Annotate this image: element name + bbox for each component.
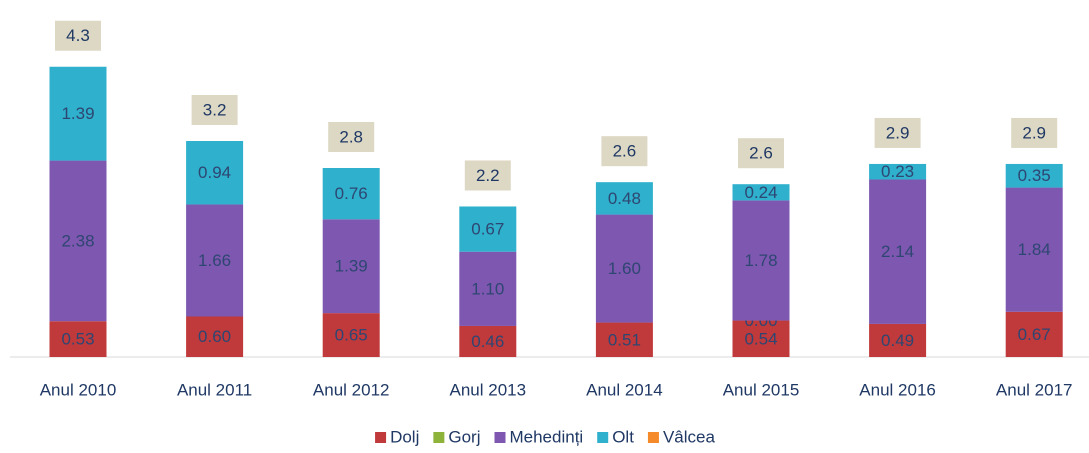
x-tick-label: Anul 2013 [450,380,527,399]
data-label: 0.53 [61,330,94,349]
legend-label: Mehedinți [509,427,583,446]
bar-segment [595,322,653,357]
bar-segment [869,179,927,324]
data-label: 1.78 [744,251,777,270]
x-tick-label: Anul 2012 [313,380,390,399]
total-box [464,160,511,191]
data-label: 0.35 [1018,166,1051,185]
bar-segment [595,182,653,215]
data-label: 1.66 [198,251,231,270]
data-label: 0.23 [881,162,914,181]
x-tick-label: Anul 2017 [996,380,1073,399]
bar-segment [322,168,380,220]
total-label: 2.6 [613,142,637,161]
legend-label: Olt [612,427,634,446]
data-label: 0.67 [471,220,504,239]
bar-segment [49,160,107,322]
bar-segment [49,66,107,161]
total-label: 2.2 [476,166,500,185]
x-tick-label: Anul 2016 [859,380,936,399]
bar-segment [322,313,380,357]
data-label: 2.38 [61,231,94,250]
x-tick-label: Anul 2015 [723,380,800,399]
bar-segment [1005,311,1063,357]
legend-swatch [375,432,387,443]
bar-segment [186,316,244,357]
bar-segment [186,141,244,205]
legend-label: Dolj [390,427,419,446]
data-label: 2.14 [881,242,914,261]
bar-segment [1005,187,1063,312]
total-box [191,95,238,125]
data-label: 0.24 [744,183,777,202]
bar-segment [49,321,107,357]
data-label: 0.60 [198,327,231,346]
data-label: 1.84 [1018,240,1051,259]
legend-swatch [647,432,659,443]
total-box [874,117,921,148]
total-label: 2.9 [1022,123,1046,142]
x-tick-label: Anul 2010 [40,380,117,399]
x-tick-label: Anul 2011 [177,380,252,399]
bar-segment [869,323,927,357]
data-label: 1.10 [471,279,504,298]
total-box [1011,117,1058,148]
bar-segment [322,219,380,314]
data-label: 0.48 [608,189,641,208]
data-label: 0.54 [744,329,777,348]
total-box [601,136,648,167]
data-label: 0.46 [471,332,504,351]
data-label: 1.39 [61,104,94,123]
bar-segment [732,320,790,357]
legend-swatch [494,432,506,443]
bar-segment [186,204,244,317]
total-label: 2.8 [339,127,363,146]
bar-segment [1005,163,1063,188]
data-label: 0.49 [881,331,914,350]
bar-segment [595,214,653,323]
data-label: 0.94 [198,163,231,182]
data-label: 0.51 [608,330,641,349]
bar-segment [732,184,790,201]
data-label: 1.60 [608,259,641,278]
bar-segment [459,206,517,252]
data-label: 1.39 [335,257,368,276]
data-label: 0.67 [1018,325,1051,344]
total-box [328,122,375,152]
bar-segment [459,251,517,326]
total-label: 2.6 [749,144,773,163]
legend-label: Gorj [448,427,480,446]
total-label: 4.3 [66,26,90,45]
bar-segment [459,325,517,357]
x-tick-label: Anul 2014 [586,380,663,399]
legend-swatch [433,432,445,443]
total-label: 2.9 [886,123,910,142]
total-box [738,138,784,169]
bar-segment [732,200,790,321]
legend-swatch [597,432,609,443]
bar-segment [869,163,927,180]
total-box [55,20,101,51]
total-label: 3.2 [203,100,227,119]
data-label: 0.65 [335,326,368,345]
legend-label: Vâlcea [663,427,716,446]
data-label: 0.76 [335,184,368,203]
